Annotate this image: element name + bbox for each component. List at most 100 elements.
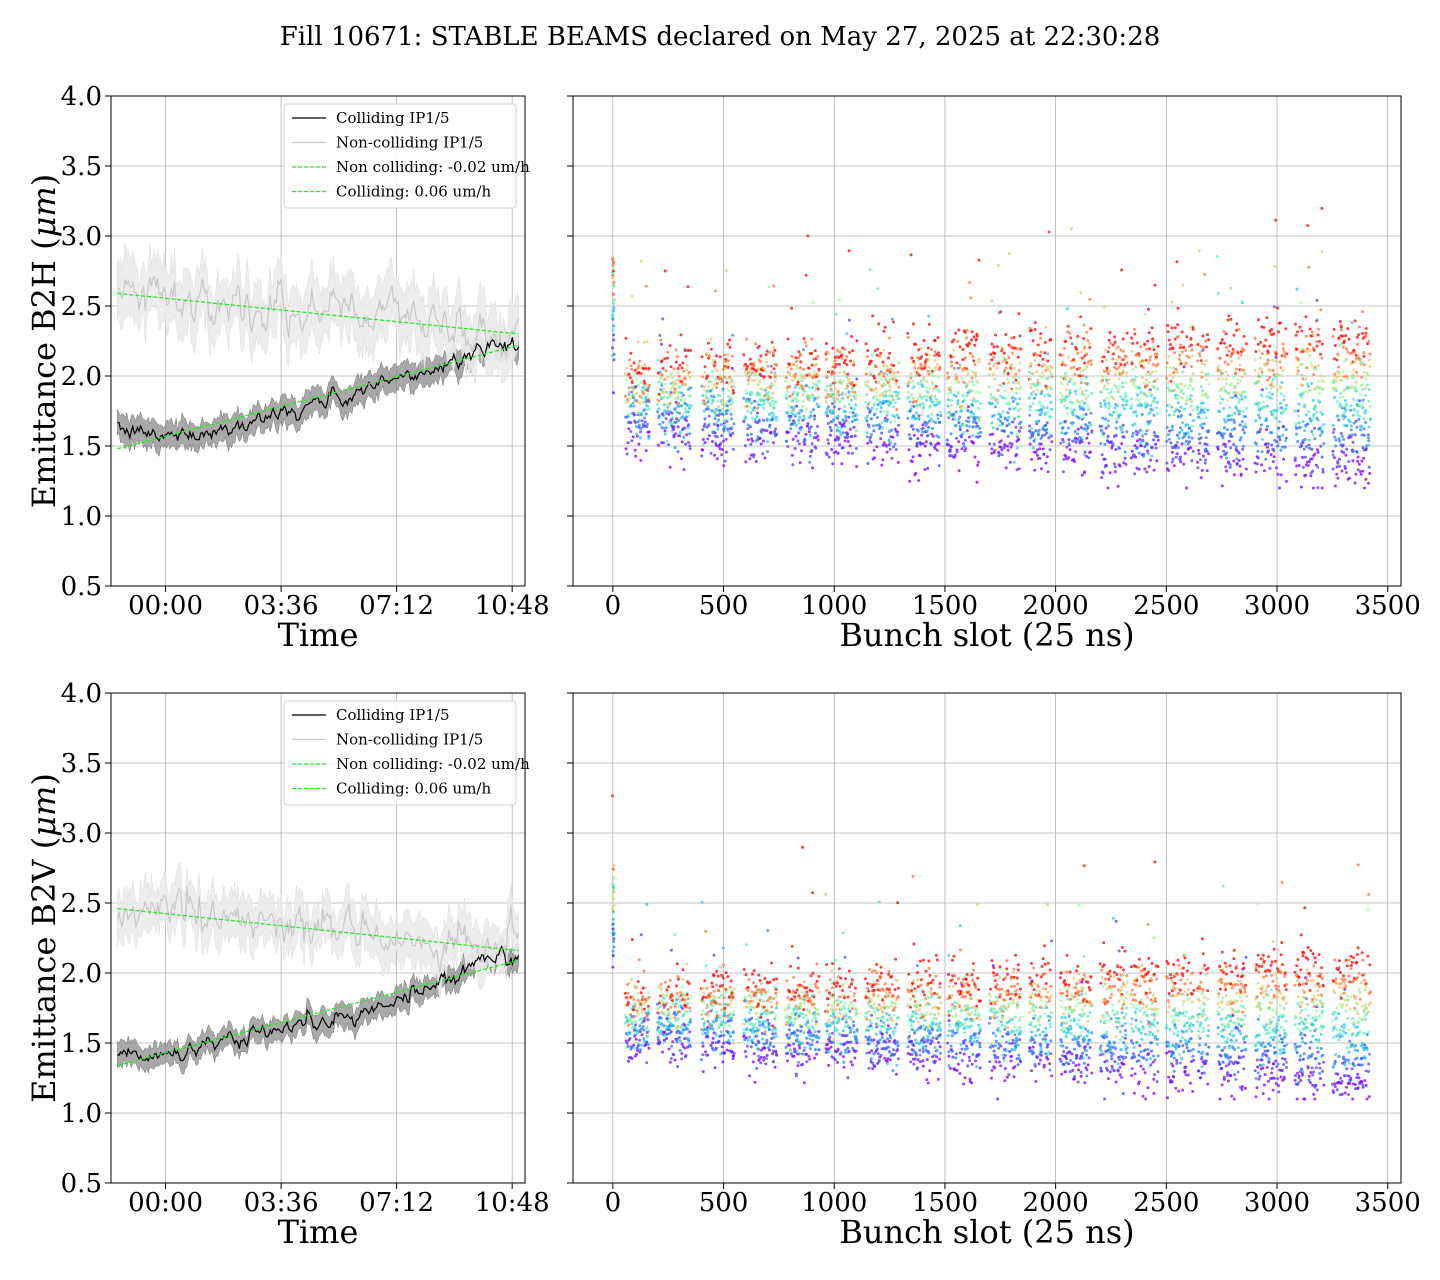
scatter-point bbox=[992, 396, 996, 400]
scatter-point bbox=[1178, 353, 1182, 357]
scatter-point bbox=[1278, 401, 1282, 405]
scatter-point bbox=[1150, 393, 1154, 397]
scatter-point bbox=[881, 395, 885, 399]
scatter-point bbox=[969, 352, 973, 356]
scatter-point bbox=[680, 391, 684, 395]
scatter-point bbox=[1306, 464, 1310, 468]
scatter-point bbox=[719, 993, 723, 997]
scatter-point bbox=[881, 443, 885, 447]
scatter-point bbox=[1266, 378, 1270, 382]
scatter-point bbox=[1113, 465, 1117, 469]
scatter-point bbox=[1114, 433, 1118, 437]
scatter-point bbox=[1315, 318, 1319, 322]
scatter-point bbox=[976, 431, 980, 435]
scatter-point bbox=[1060, 431, 1064, 435]
scatter-point bbox=[973, 343, 977, 347]
scatter-point bbox=[1233, 421, 1236, 424]
scatter-point bbox=[1165, 409, 1169, 413]
scatter-point bbox=[1344, 408, 1348, 412]
scatter-point bbox=[1271, 358, 1275, 362]
scatter-point bbox=[1263, 344, 1267, 348]
scatter-point bbox=[1228, 465, 1232, 469]
scatter-point bbox=[706, 1014, 710, 1018]
scatter-point bbox=[647, 1012, 651, 1015]
scatter-point bbox=[685, 993, 689, 997]
scatter-point bbox=[646, 1004, 650, 1008]
scatter-point bbox=[976, 381, 980, 385]
scatter-point bbox=[1083, 427, 1087, 431]
scatter-point bbox=[771, 351, 775, 355]
scatter-point bbox=[844, 419, 848, 423]
scatter-point bbox=[660, 1010, 664, 1014]
scatter-point bbox=[752, 364, 756, 368]
scatter-point bbox=[683, 998, 686, 1002]
scatter-point bbox=[647, 995, 651, 999]
scatter-point bbox=[727, 409, 731, 412]
scatter-point bbox=[869, 440, 873, 444]
scatter-point bbox=[930, 427, 934, 430]
scatter-point bbox=[792, 405, 796, 409]
scatter-point bbox=[718, 355, 722, 359]
scatter-point bbox=[934, 387, 938, 391]
scatter-point bbox=[961, 358, 965, 362]
scatter-point bbox=[1141, 433, 1145, 437]
scatter-point bbox=[1118, 447, 1122, 451]
scatter-point bbox=[1225, 451, 1228, 455]
scatter-point bbox=[1360, 425, 1364, 429]
scatter-point bbox=[931, 400, 935, 404]
scatter-point bbox=[661, 420, 665, 424]
scatter-point bbox=[762, 1005, 766, 1009]
scatter-point bbox=[707, 414, 711, 418]
scatter-point bbox=[791, 463, 795, 467]
scatter-point bbox=[1065, 412, 1069, 416]
scatter-point bbox=[971, 370, 975, 374]
plot-area bbox=[117, 242, 520, 458]
scatter-point bbox=[646, 1035, 650, 1039]
scatter-point bbox=[1167, 413, 1171, 417]
scatter-point bbox=[1277, 426, 1281, 430]
scatter-point bbox=[1059, 391, 1063, 395]
scatter-point bbox=[1140, 429, 1144, 433]
scatter-point bbox=[1316, 418, 1320, 422]
scatter-point bbox=[1279, 448, 1283, 452]
scatter-point bbox=[949, 432, 953, 436]
scatter-point bbox=[764, 388, 768, 392]
scatter-point bbox=[976, 424, 980, 428]
scatter-point bbox=[1319, 444, 1323, 448]
scatter-point bbox=[1033, 468, 1037, 472]
scatter-point bbox=[673, 432, 677, 436]
scatter-point bbox=[1176, 323, 1180, 327]
scatter-point bbox=[639, 436, 643, 440]
scatter-point bbox=[639, 430, 643, 434]
scatter-point bbox=[755, 373, 759, 377]
scatter-point bbox=[800, 353, 804, 357]
scatter-point bbox=[1304, 473, 1308, 477]
scatter-point bbox=[907, 395, 911, 399]
scatter-point bbox=[1121, 337, 1125, 341]
scatter-point bbox=[1320, 356, 1324, 360]
scatter-point bbox=[1321, 380, 1325, 384]
scatter-point bbox=[1086, 339, 1090, 343]
scatter-point bbox=[988, 373, 991, 377]
scatter-point bbox=[724, 437, 728, 441]
scatter-point bbox=[1131, 341, 1135, 345]
scatter-point bbox=[827, 352, 831, 356]
scatter-point bbox=[1268, 376, 1272, 379]
scatter-point bbox=[868, 362, 871, 366]
scatter-point bbox=[1179, 426, 1182, 430]
scatter-point bbox=[955, 376, 959, 380]
scatter-point bbox=[1001, 396, 1005, 400]
scatter-point bbox=[1241, 457, 1245, 461]
scatter-point bbox=[1104, 417, 1108, 421]
scatter-point bbox=[724, 360, 728, 364]
scatter-point bbox=[669, 421, 673, 425]
scatter-point bbox=[1352, 368, 1356, 372]
scatter-point bbox=[1217, 364, 1221, 368]
plot-area bbox=[610, 206, 1372, 490]
scatter-point bbox=[636, 1012, 640, 1016]
scatter-point bbox=[688, 447, 692, 451]
scatter-point bbox=[972, 335, 976, 339]
scatter-point bbox=[731, 1041, 735, 1045]
scatter-point bbox=[827, 455, 831, 459]
scatter-point bbox=[1124, 355, 1128, 358]
